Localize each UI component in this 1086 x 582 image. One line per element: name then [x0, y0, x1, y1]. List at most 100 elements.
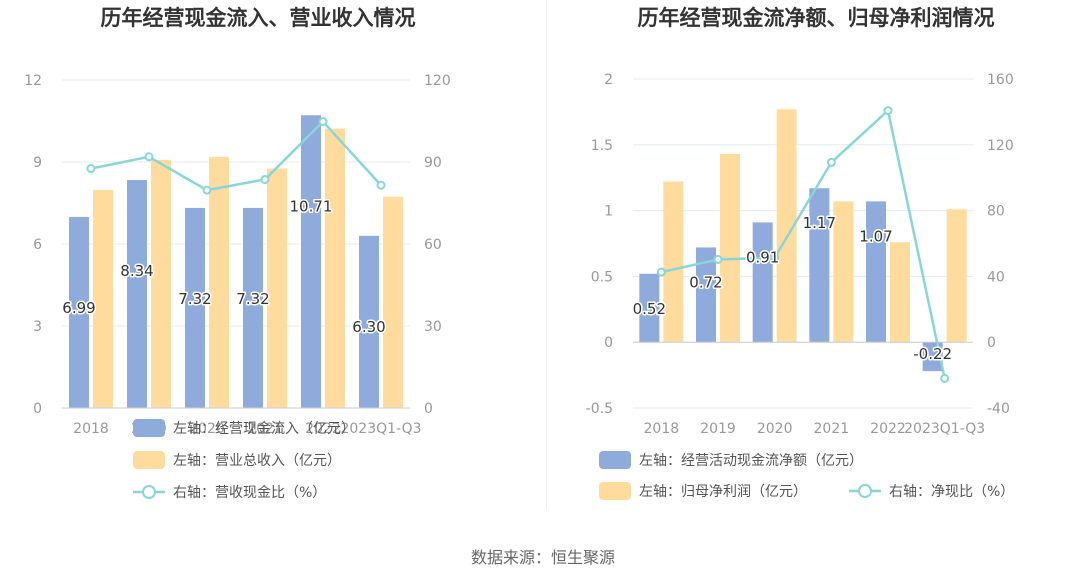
bar-primary [866, 201, 886, 343]
x-axis-tick: 2022 [305, 421, 341, 437]
left-axis-tick: 12 [24, 73, 42, 89]
legend-label: 左轴：经营现金流入（亿元） [173, 421, 355, 437]
left-axis-tick: 6 [33, 237, 42, 253]
legend-marker [858, 484, 872, 498]
bar-primary [243, 207, 263, 408]
chart-cash-inflow-revenue: 历年经营现金流入、营业收入情况0369120306090120201820192… [24, 6, 451, 501]
x-axis-tick: 2022 [870, 421, 906, 437]
ratio-point [86, 164, 96, 174]
legend-item: 左轴：营业总收入（亿元） [133, 451, 341, 469]
data-label: 10.71 [290, 197, 333, 215]
left-axis-tick: 3 [33, 319, 42, 335]
legend-swatch [599, 451, 631, 469]
data-label: 1.17 [803, 214, 836, 232]
x-axis-tick: 2021 [814, 421, 850, 437]
x-axis-tick: 2019 [700, 421, 736, 437]
right-axis-tick: 30 [424, 319, 442, 335]
ratio-point [656, 267, 666, 277]
chart-net-cashflow-profit: 历年经营现金流净额、归母净利润情况 -0.5 0 0.5 1 1.5 2 -40 0 40 80 12… [586, 6, 1014, 500]
ratio-point [826, 157, 836, 167]
data-label: 7.32 [178, 290, 211, 308]
right-axis-tick: 160 [987, 72, 1014, 88]
data-label: -0.22 [913, 345, 952, 363]
data-label: 6.30 [352, 318, 385, 336]
data-label: 0.72 [689, 273, 722, 291]
chart-title: 历年经营现金流入、营业收入情况 [101, 6, 416, 30]
x-axis-tick: 2018 [73, 421, 109, 437]
bar-primary [359, 235, 379, 408]
right-axis-tick: 120 [424, 73, 451, 89]
panel-divider [546, 0, 547, 510]
legend-label: 左轴：经营活动现金流净额（亿元） [639, 453, 863, 469]
bar-primary [696, 247, 716, 343]
data-source-note: 数据来源：恒生聚源 [470, 548, 615, 567]
ratio-point [883, 106, 893, 116]
x-axis-tick: 2018 [644, 421, 680, 437]
x-axis-tick: 2023Q1-Q3 [904, 421, 985, 437]
bar-secondary [776, 109, 797, 343]
bar-secondary [833, 201, 854, 343]
data-label: 6.99 [62, 299, 95, 317]
left-axis-tick: 1.5 [591, 138, 613, 154]
legend-label: 右轴：净现比（%） [889, 484, 1014, 500]
legend-item: 左轴：归母净利润（亿元） [599, 482, 807, 500]
bar-primary [639, 273, 660, 343]
left-axis-tick: 0 [604, 335, 613, 351]
legend-label: 右轴：营收现金比（%） [173, 485, 326, 501]
legend-item: 右轴：营收现金比（%） [133, 485, 326, 501]
right-axis-tick: 40 [987, 269, 1005, 285]
right-axis-tick: 0 [424, 401, 433, 417]
ratio-line [661, 108, 946, 379]
bar-secondary [93, 189, 113, 408]
ratio-point [318, 117, 328, 127]
legend-label: 左轴：归母净利润（亿元） [639, 483, 807, 500]
legend-item: 左轴：经营活动现金流净额（亿元） [599, 451, 863, 469]
x-axis-tick: 2020 [189, 421, 225, 437]
x-axis-tick: 2021 [247, 421, 283, 437]
bar-secondary [663, 181, 684, 343]
bar-secondary [209, 156, 229, 408]
ratio-point [940, 373, 950, 383]
legend-marker [142, 485, 156, 499]
left-axis-tick: -0.5 [586, 401, 613, 417]
right-axis-tick: 60 [424, 237, 442, 253]
x-axis-tick: 2020 [757, 421, 793, 437]
data-label: 0.52 [633, 300, 666, 318]
ratio-point [770, 253, 780, 263]
right-axis-tick: 0 [987, 335, 996, 351]
legend-label: 左轴：营业总收入（亿元） [173, 453, 341, 469]
left-axis-tick: 2 [604, 72, 613, 88]
data-label: 8.34 [120, 262, 153, 280]
right-axis-tick: 120 [987, 138, 1014, 154]
data-label: 0.91 [746, 248, 779, 266]
bar-primary [185, 207, 205, 408]
bar-secondary [325, 128, 345, 409]
bar-secondary [383, 196, 403, 408]
left-axis-tick: 1 [604, 204, 613, 220]
data-label: 1.07 [859, 227, 892, 245]
bar-secondary [946, 209, 967, 343]
left-axis-tick: 0 [33, 401, 42, 417]
x-axis-tick: 2023Q1-Q3 [340, 421, 421, 437]
right-axis-tick: 90 [424, 155, 442, 171]
bar-primary [301, 115, 321, 408]
bar-secondary [267, 168, 287, 408]
left-axis-tick: 0.5 [591, 269, 613, 285]
bar-secondary [151, 159, 171, 408]
chart-title: 历年经营现金流净额、归母净利润情况 [638, 6, 995, 30]
legend-swatch [133, 451, 165, 469]
legend-item: 右轴：净现比（%） [849, 484, 1014, 500]
bar-primary [69, 216, 89, 408]
right-axis-tick: -40 [987, 401, 1010, 417]
data-label: 7.32 [236, 290, 269, 308]
ratio-line [90, 119, 382, 192]
bar-secondary [890, 242, 910, 343]
bar-primary [752, 222, 773, 343]
ratio-point [144, 152, 154, 162]
bar-secondary [720, 154, 740, 343]
ratio-point [376, 180, 386, 190]
ratio-point [713, 254, 723, 264]
legend-swatch [133, 419, 165, 437]
bar-primary [809, 188, 830, 343]
left-axis-tick: 9 [33, 155, 42, 171]
